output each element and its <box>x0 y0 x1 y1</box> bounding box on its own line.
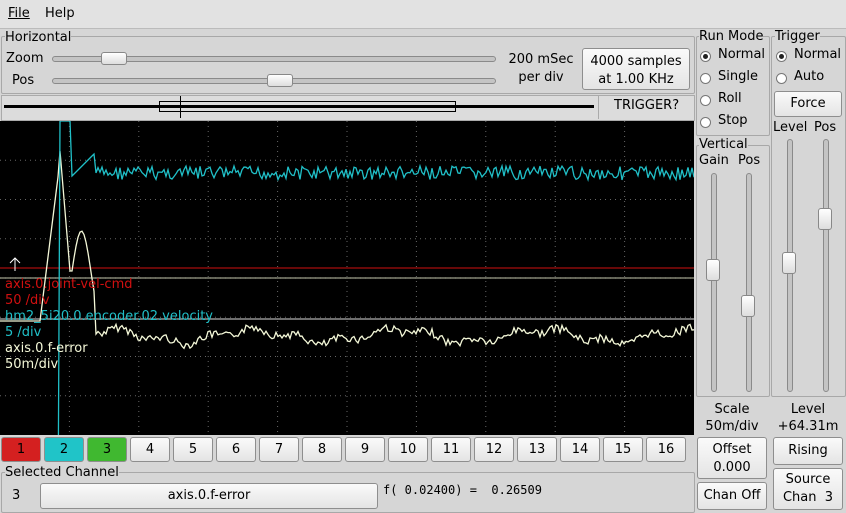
channel-button[interactable]: 7 <box>259 437 299 462</box>
selected-number: 3 <box>12 488 21 503</box>
source-button[interactable]: Source Chan 3 <box>773 468 843 510</box>
trace-line <box>57 121 694 435</box>
trigger-status: TRIGGER? <box>614 98 680 113</box>
vpos-slider[interactable] <box>746 173 752 392</box>
channel-button[interactable]: 16 <box>646 437 686 462</box>
selected-name[interactable]: axis.0.f-error <box>40 483 378 509</box>
menu-bar <box>0 0 846 29</box>
channel-button[interactable]: 2 <box>44 437 84 462</box>
scale-title: Scale <box>714 402 750 417</box>
channel-button[interactable]: 11 <box>431 437 471 462</box>
separator <box>598 96 599 119</box>
trigger-bar <box>1 95 695 121</box>
offset-button[interactable]: Offset 0.000 <box>697 437 767 479</box>
chan-off-button[interactable]: Chan Off <box>697 482 767 510</box>
level-title: Level <box>790 402 826 417</box>
menu-file[interactable]: File <box>8 6 30 21</box>
gain-label: Gain <box>699 153 729 168</box>
zoom-handle[interactable] <box>101 52 127 65</box>
vertical-title: Vertical <box>699 137 748 152</box>
pos-label: Pos <box>12 73 35 88</box>
trace-name: axis.0.f-error <box>5 341 88 356</box>
samples-line1: 4000 samples <box>590 54 682 69</box>
force-button[interactable]: Force <box>774 91 842 117</box>
trigger-title: Trigger <box>775 29 820 44</box>
level-handle[interactable] <box>782 252 796 274</box>
channel-button[interactable]: 5 <box>173 437 213 462</box>
run-mode-radio[interactable] <box>700 73 711 84</box>
record-bar <box>4 105 594 108</box>
tpos-slider[interactable] <box>823 139 829 392</box>
trace-name: axis.0.joint-vel-cmd <box>5 277 133 292</box>
offset-value: 0.000 <box>713 460 751 475</box>
channel-button[interactable]: 9 <box>345 437 385 462</box>
view-window <box>159 101 456 112</box>
trace-scale: 50m/div <box>5 357 58 372</box>
channel-button[interactable]: 3 <box>87 437 127 462</box>
tpos-label: Pos <box>814 120 837 135</box>
zoom-label: Zoom <box>6 51 44 66</box>
horizontal-frame <box>1 36 695 94</box>
trace-line <box>0 150 694 350</box>
horizontal-title: Horizontal <box>5 30 72 45</box>
source-label: Source <box>785 472 831 487</box>
trigger-mode-option[interactable]: Normal <box>794 47 842 62</box>
run-mode-option[interactable]: Roll <box>718 91 742 106</box>
channel-button[interactable]: 15 <box>603 437 643 462</box>
channel-button[interactable]: 4 <box>130 437 170 462</box>
gain-handle[interactable] <box>706 259 720 281</box>
channel-button[interactable]: 13 <box>517 437 557 462</box>
run-mode-title: Run Mode <box>699 29 764 44</box>
edge-button[interactable]: Rising <box>773 437 843 465</box>
run-mode-radio[interactable] <box>700 95 711 106</box>
run-mode-option[interactable]: Stop <box>718 113 748 128</box>
scale-value: 50m/div <box>705 419 759 434</box>
rate-line1: 200 mSec <box>508 52 574 67</box>
trigger-mode-radio[interactable] <box>776 51 787 62</box>
run-mode-radio[interactable] <box>700 117 711 128</box>
pos-handle[interactable] <box>267 74 293 87</box>
channel-button[interactable]: 12 <box>474 437 514 462</box>
level-label: Level <box>773 120 808 135</box>
trace-name: hm2_5i20.0.encoder.02.velocity <box>5 309 213 324</box>
channel-button[interactable]: 1 <box>1 437 41 462</box>
channel-button[interactable]: 8 <box>302 437 342 462</box>
selected-title: Selected Channel <box>5 465 119 480</box>
offset-label: Offset <box>712 442 752 457</box>
zoom-slider[interactable] <box>52 56 496 62</box>
trigger-mode-radio[interactable] <box>776 73 787 84</box>
trigger-mode-option[interactable]: Auto <box>794 69 825 84</box>
samples-button[interactable]: 4000 samples at 1.00 KHz <box>582 48 690 90</box>
vpos-label: Pos <box>738 153 761 168</box>
run-mode-option[interactable]: Single <box>718 69 758 84</box>
rate-line2: per div <box>518 70 564 85</box>
readout: f( 0.02400) = 0.26509 <box>383 483 542 497</box>
channel-button[interactable]: 14 <box>560 437 600 462</box>
trace-scale: 5 /div <box>5 325 42 340</box>
trigger-marker <box>180 96 181 118</box>
tpos-handle[interactable] <box>818 208 832 230</box>
source-value: Chan 3 <box>782 490 834 505</box>
run-mode-radio[interactable] <box>700 51 711 62</box>
run-mode-option[interactable]: Normal <box>718 47 766 62</box>
vpos-handle[interactable] <box>741 295 755 317</box>
level-value: +64.31m <box>777 419 839 434</box>
gain-slider[interactable] <box>711 173 717 392</box>
trace-scale: 50 /div <box>5 293 50 308</box>
channel-button[interactable]: 10 <box>388 437 428 462</box>
trigger-arrow <box>9 257 21 271</box>
samples-line2: at 1.00 KHz <box>598 72 674 87</box>
channel-button[interactable]: 6 <box>216 437 256 462</box>
menu-help[interactable]: Help <box>45 6 75 21</box>
